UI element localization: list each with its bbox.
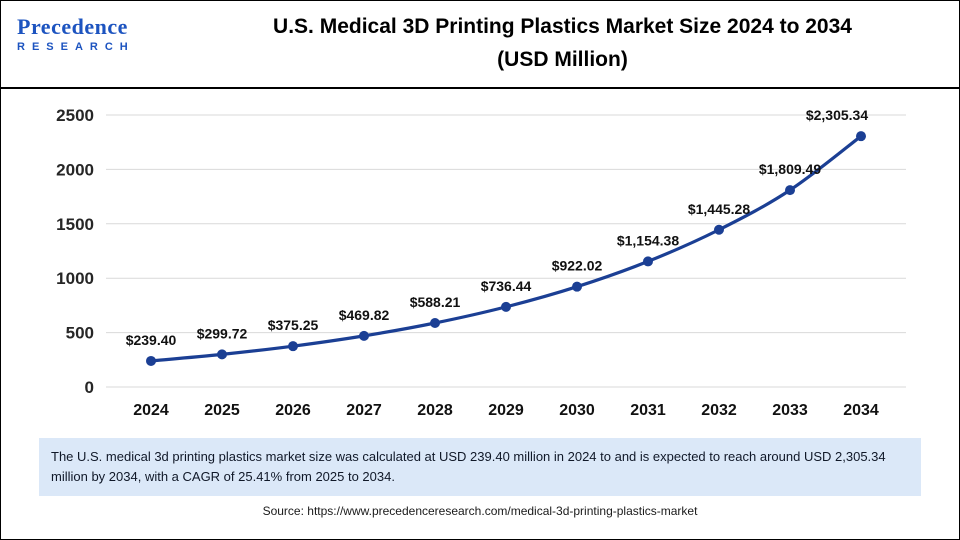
page-title: U.S. Medical 3D Printing Plastics Market… — [186, 11, 939, 76]
source-text: Source: https://www.precedenceresearch.c… — [262, 504, 698, 519]
x-tick-label: 2026 — [275, 402, 311, 419]
x-tick-label: 2028 — [417, 402, 453, 419]
x-tick-label: 2032 — [701, 402, 737, 419]
y-tick-label: 0 — [85, 378, 94, 397]
data-point — [501, 301, 511, 312]
data-point — [359, 330, 369, 341]
y-tick-label: 2500 — [56, 106, 94, 125]
y-tick-label: 500 — [66, 324, 94, 343]
data-point — [714, 224, 724, 235]
data-point-label: $588.21 — [410, 294, 461, 310]
precedence-logo: Precedence RESEARCH — [17, 14, 177, 54]
page-title-line-1: U.S. Medical 3D Printing Plastics Market… — [273, 15, 852, 39]
x-tick-label: 2024 — [133, 402, 169, 419]
chart-area: 0 500 1000 1500 2000 2500 2024 2025 2026 2027 2028… — [1, 89, 959, 434]
y-tick-label: 1000 — [56, 269, 94, 288]
data-point — [572, 281, 582, 292]
data-point-label: $375.25 — [268, 317, 319, 333]
x-tick-label: 2029 — [488, 402, 524, 419]
logo-subtitle: RESEARCH — [17, 41, 135, 54]
data-point-label: $736.44 — [481, 278, 532, 294]
x-tick-label: 2033 — [772, 402, 808, 419]
x-tick-label: 2025 — [204, 402, 240, 419]
data-point-label: $1,809.49 — [759, 161, 821, 177]
data-point — [785, 185, 795, 196]
data-point — [430, 318, 440, 329]
y-tick-label: 2000 — [56, 160, 94, 179]
data-point-label: $239.40 — [126, 332, 177, 348]
page-title-line-2: (USD Million) — [497, 48, 628, 71]
data-point-label: $2,305.34 — [806, 107, 868, 123]
x-tick-label: 2031 — [630, 402, 666, 419]
y-tick-label: 1500 — [56, 215, 94, 234]
x-tick-label: 2034 — [843, 402, 879, 419]
data-point — [856, 131, 866, 142]
data-point-label: $922.02 — [552, 258, 603, 274]
chart-svg: 0 500 1000 1500 2000 2500 2024 2025 2026 2027 2028… — [56, 106, 906, 419]
data-point — [146, 355, 156, 366]
data-point-label: $1,154.38 — [617, 232, 679, 248]
data-point — [217, 349, 227, 360]
data-point — [288, 341, 298, 352]
note-text: The U.S. medical 3d printing plastics ma… — [51, 449, 886, 485]
data-point-label: $299.72 — [197, 325, 248, 341]
data-point — [643, 256, 653, 267]
header: Precedence RESEARCH U.S. Medical 3D Prin… — [1, 1, 959, 89]
data-point-label: $469.82 — [339, 307, 390, 323]
data-point-label: $1,445.28 — [688, 201, 750, 217]
logo-name: Precedence — [17, 14, 128, 39]
x-tick-label: 2030 — [559, 402, 595, 419]
x-tick-label: 2027 — [346, 402, 382, 419]
note-box: The U.S. medical 3d printing plastics ma… — [39, 438, 921, 497]
